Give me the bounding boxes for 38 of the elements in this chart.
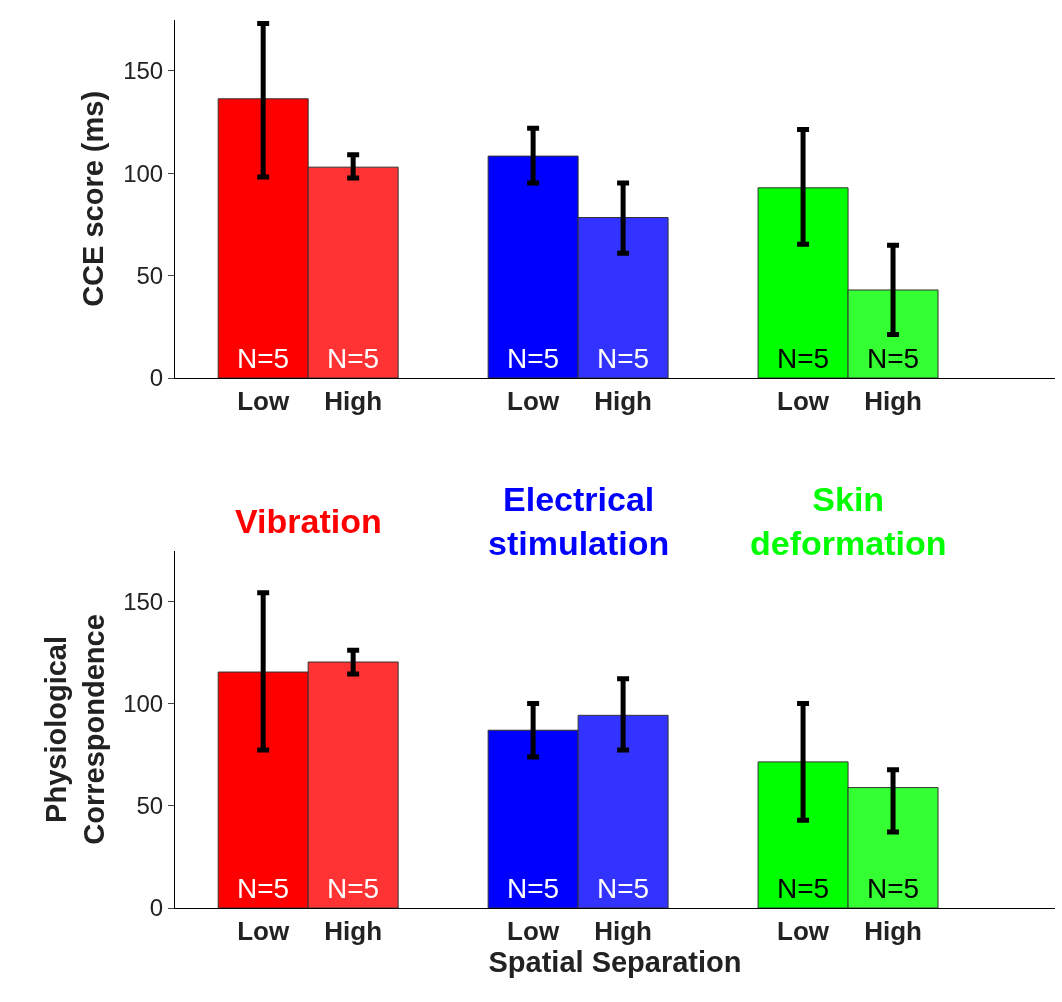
- annotation: N=5: [237, 343, 290, 374]
- x-tick-label: Low: [507, 386, 560, 417]
- text: Electrical stimulation: [488, 480, 670, 563]
- y-tick-label: 0: [149, 894, 164, 922]
- y-tick-label: 50: [136, 262, 164, 290]
- y-tick-label: 150: [123, 588, 164, 616]
- x-tick-label: High: [594, 386, 652, 417]
- x-tick-label: Low: [777, 386, 830, 417]
- text: Skin deformation: [750, 480, 947, 563]
- y-tick-label: 0: [149, 364, 164, 392]
- x-tick-label: Low: [507, 916, 560, 947]
- annotation: N=5: [867, 873, 920, 904]
- annotation: N=5: [327, 343, 380, 374]
- x-tick-label: Low: [237, 916, 290, 947]
- y-tick-label: 100: [123, 690, 164, 718]
- y-tick-label: 150: [123, 57, 164, 85]
- annotation: N=5: [327, 873, 380, 904]
- annotation: N=5: [507, 343, 560, 374]
- x-tick-label: High: [864, 916, 922, 947]
- y-tick-label: 100: [123, 159, 164, 187]
- y-tick-label: 50: [136, 792, 164, 820]
- y-axis-title: CCE score (ms): [77, 90, 110, 307]
- x-tick-label: Low: [777, 916, 830, 947]
- annotation: N=5: [597, 343, 650, 374]
- annotation: N=5: [777, 343, 830, 374]
- annotation: N=5: [507, 873, 560, 904]
- x-tick-label: High: [594, 916, 652, 947]
- annotation: N=5: [237, 873, 290, 904]
- annotation: N=5: [597, 873, 650, 904]
- x-tick-label: High: [864, 386, 922, 417]
- annotation: N=5: [777, 873, 830, 904]
- text: Vibration: [235, 502, 382, 540]
- x-tick-label: High: [324, 386, 383, 417]
- x-tick-label: High: [324, 916, 383, 947]
- x-tick-label: Low: [237, 386, 290, 417]
- annotation: N=5: [867, 343, 920, 374]
- y-axis-title: Physiological Correspondence: [39, 614, 110, 845]
- x-axis-title: Spatial Separation: [488, 946, 742, 979]
